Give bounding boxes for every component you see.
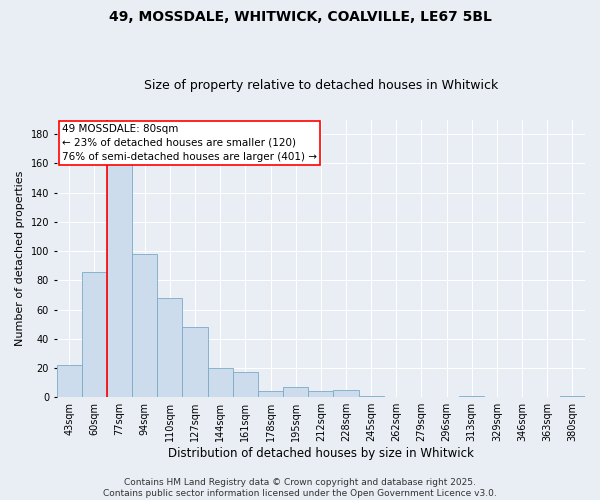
Bar [334,390,359,397]
Text: 49 MOSSDALE: 80sqm
← 23% of detached houses are smaller (120)
76% of semi-detach: 49 MOSSDALE: 80sqm ← 23% of detached hou… [62,124,317,162]
Bar [208,368,233,397]
Bar [283,387,308,397]
Title: Size of property relative to detached houses in Whitwick: Size of property relative to detached ho… [144,79,498,92]
Bar [157,298,182,397]
Bar [132,254,157,397]
Bar [308,392,334,397]
Bar [359,396,384,397]
Bar [560,396,585,397]
Bar [233,372,258,397]
Text: Contains HM Land Registry data © Crown copyright and database right 2025.
Contai: Contains HM Land Registry data © Crown c… [103,478,497,498]
Bar [107,149,132,397]
X-axis label: Distribution of detached houses by size in Whitwick: Distribution of detached houses by size … [168,447,474,460]
Bar [182,327,208,397]
Bar [459,396,484,397]
Text: 49, MOSSDALE, WHITWICK, COALVILLE, LE67 5BL: 49, MOSSDALE, WHITWICK, COALVILLE, LE67 … [109,10,491,24]
Bar [56,365,82,397]
Bar [82,272,107,397]
Bar [258,392,283,397]
Y-axis label: Number of detached properties: Number of detached properties [15,170,25,346]
